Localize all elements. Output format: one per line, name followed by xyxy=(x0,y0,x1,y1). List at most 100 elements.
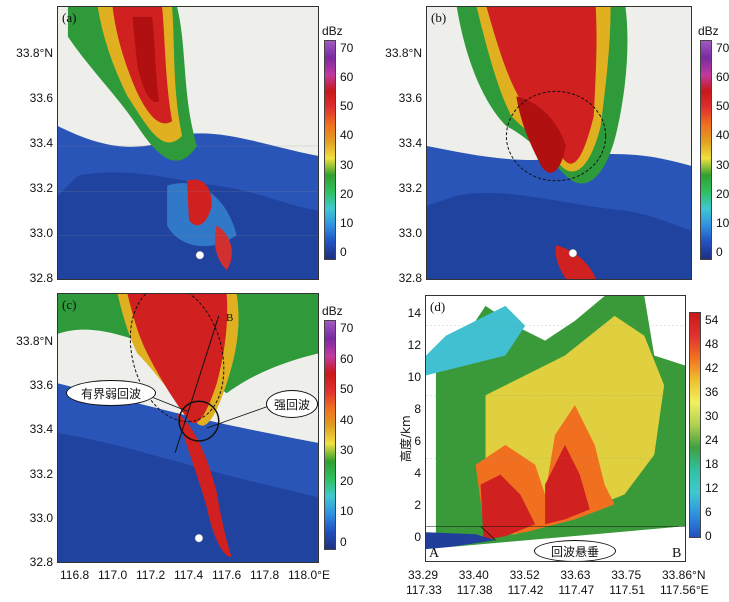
colorbar-tick: 10 xyxy=(716,215,729,230)
section-x-tick-lat: 33.40 xyxy=(458,568,489,582)
colorbar-tick: 60 xyxy=(716,70,729,85)
section-colorbar-tick: 30 xyxy=(705,409,719,423)
marker-a-label: A xyxy=(429,546,440,561)
colorbar-unit: dBz xyxy=(322,304,343,318)
section-x-tick-lon: 117.42 xyxy=(507,583,544,597)
radar-panel-b: (b) xyxy=(426,6,692,280)
section-x-tick-lat: 33.75 xyxy=(611,568,642,582)
section-y-tick: 2 xyxy=(414,498,421,512)
colorbar-tick: 60 xyxy=(340,70,354,85)
section-x-tick-lon: 117.47 xyxy=(558,583,595,597)
callout-echo-overhang: 回波悬垂 xyxy=(534,540,616,561)
vertical-cross-section xyxy=(426,296,685,561)
colorbar-tick: 20 xyxy=(716,186,729,201)
colorbar-tick: 70 xyxy=(340,321,354,335)
panel-label-b: (b) xyxy=(431,10,447,25)
callout-bounded-weak-echo: 有界弱回波 xyxy=(66,380,156,406)
section-x-tick-lon: 117.33 xyxy=(406,583,442,597)
radar-reflectivity-map-c xyxy=(58,294,318,562)
y-tick-label: 32.8 xyxy=(398,271,422,285)
x-tick-label: 117.4 xyxy=(174,568,204,582)
radar-panel-c: (c) B 有界弱回波 强回波 xyxy=(57,293,319,563)
section-colorbar-tick: 42 xyxy=(705,361,719,375)
colorbar-tick: 20 xyxy=(340,186,354,201)
marker-b-label: B xyxy=(226,312,234,324)
colorbar-tick: 30 xyxy=(340,443,354,458)
colorbar-tick: 50 xyxy=(340,99,354,114)
section-x-tick-lat: 33.52 xyxy=(509,568,540,582)
colorbar-tick: 30 xyxy=(340,157,354,172)
section-y-tick: 10 xyxy=(407,370,421,384)
radar-reflectivity-map-a xyxy=(58,7,318,279)
section-x-tick-lat: 33.29 xyxy=(408,568,439,582)
colorbar-tick: 10 xyxy=(340,215,354,230)
x-tick-label: 116.8 xyxy=(60,568,90,582)
section-x-tick-lon: 117.38 xyxy=(456,583,493,597)
section-y-tick: 4 xyxy=(414,466,421,480)
radar-panel-a: (a) xyxy=(57,6,319,280)
section-colorbar-tick: 18 xyxy=(705,457,719,471)
colorbar-tick: 40 xyxy=(340,128,354,143)
y-tick-label: 33.2 xyxy=(29,466,53,481)
cross-section-panel-d: (d) A B 回波悬垂 xyxy=(425,295,686,562)
section-colorbar-gradient xyxy=(689,312,701,538)
colorbar-gradient xyxy=(324,320,336,550)
section-y-tick: 14 xyxy=(407,306,421,320)
colorbar-gradient xyxy=(700,40,712,260)
panel-label-d: (d) xyxy=(430,299,446,314)
y-tick-label: 32.8 xyxy=(29,555,53,569)
callout-strong-echo: 强回波 xyxy=(266,390,318,418)
x-tick-label: 117.0 xyxy=(98,568,128,582)
colorbar-tick: 40 xyxy=(716,128,729,143)
y-tick-label: 33.8°N xyxy=(385,46,422,60)
section-x-tick-lon: 117.51 xyxy=(609,583,645,597)
section-x-tick-lat: 33.86°N xyxy=(662,568,706,582)
x-tick-label: 118.0°E xyxy=(288,568,330,582)
panel-label-c: (c) xyxy=(62,297,77,312)
section-x-tick-lat: 33.63 xyxy=(560,568,591,582)
section-colorbar-tick: 0 xyxy=(705,529,712,543)
x-tick-label: 117.2 xyxy=(136,568,166,582)
section-y-tick: 12 xyxy=(407,338,421,352)
section-y-tick: 8 xyxy=(414,402,421,416)
y-tick-label: 33.4 xyxy=(29,136,53,150)
colorbar-tick: 0 xyxy=(716,245,723,259)
colorbar-tick: 0 xyxy=(340,535,347,549)
section-y-tick: 0 xyxy=(414,530,421,544)
y-tick-label: 33.0 xyxy=(398,226,422,240)
y-tick-label: 33.0 xyxy=(29,226,53,240)
y-tick-label: 33.2 xyxy=(29,181,53,195)
x-tick-label: 117.6 xyxy=(212,568,242,582)
y-tick-label: 32.8 xyxy=(29,271,53,285)
y-tick-label: 33.6 xyxy=(29,91,53,105)
y-tick-label: 33.8°N xyxy=(16,334,53,348)
colorbar-tick: 20 xyxy=(340,473,354,488)
y-tick-label: 33.2 xyxy=(398,181,422,195)
colorbar-tick: 50 xyxy=(340,382,354,397)
section-x-tick-lon: 117.56°E xyxy=(660,583,709,597)
y-tick-label: 33.6 xyxy=(29,378,53,393)
y-tick-label: 33.0 xyxy=(29,510,53,525)
section-colorbar-tick: 48 xyxy=(705,337,719,351)
colorbar-tick: 50 xyxy=(716,99,729,114)
colorbar-tick: 40 xyxy=(340,412,354,427)
panel-label-a: (a) xyxy=(62,10,77,25)
colorbar-tick: 10 xyxy=(340,504,354,519)
section-colorbar-tick: 36 xyxy=(705,385,719,399)
section-y-tick: 6 xyxy=(414,434,421,448)
colorbar-tick: 70 xyxy=(340,41,354,55)
radar-reflectivity-map-b xyxy=(427,7,691,279)
y-tick-label: 33.4 xyxy=(29,422,53,437)
y-tick-label: 33.4 xyxy=(398,136,422,150)
section-y-axis-label: 高度/km xyxy=(399,415,413,462)
colorbar-tick: 70 xyxy=(716,41,729,55)
y-tick-label: 33.8°N xyxy=(16,46,53,60)
colorbar-tick: 30 xyxy=(716,157,729,172)
colorbar-gradient xyxy=(324,40,336,260)
y-tick-label: 33.6 xyxy=(398,91,422,105)
marker-b-right-label: B xyxy=(672,546,682,561)
colorbar-unit: dBz xyxy=(322,24,343,38)
section-colorbar-tick: 24 xyxy=(705,433,719,447)
colorbar-tick: 60 xyxy=(340,351,354,366)
section-colorbar-tick: 12 xyxy=(705,481,719,495)
